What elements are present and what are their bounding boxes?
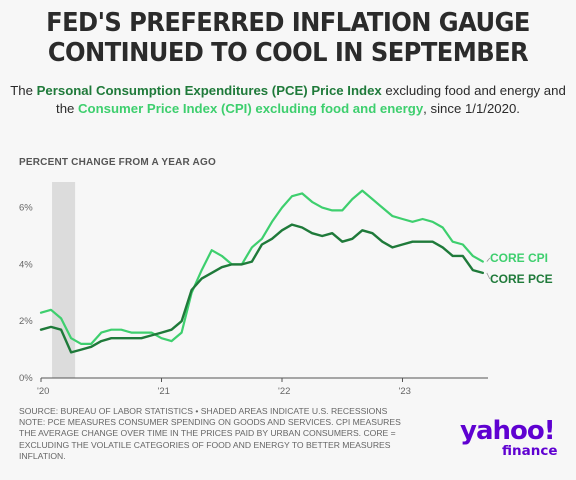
subtitle-part-1: The <box>10 83 37 98</box>
core-pce-label: CORE PCE <box>490 272 553 286</box>
x-tick-label: '22 <box>278 386 290 397</box>
core-pce-leader <box>486 272 491 280</box>
chart-title: FED'S PREFERRED INFLATION GAUGE CONTINUE… <box>20 8 556 68</box>
recession-shading <box>52 182 76 378</box>
yahoo-finance-logo: yahoo! finance <box>452 418 562 462</box>
footnote-line: NOTE: PCE MEASURES CONSUMER SPENDING ON … <box>19 417 401 428</box>
x-tick-label: '23 <box>399 386 411 397</box>
logo-brand: yahoo! <box>460 416 556 446</box>
title-line-1: FED'S PREFERRED INFLATION GAUGE <box>46 8 530 38</box>
core-cpi-leader <box>486 257 491 262</box>
y-tick-label: 6% <box>19 203 33 214</box>
subtitle-part-2: excluding food and energy and the <box>56 83 566 116</box>
y-tick-label: 2% <box>19 316 33 327</box>
footnote-line: INFLATION. <box>19 450 66 461</box>
footnote-line: THE AVERAGE CHANGE OVER TIME IN THE PRIC… <box>19 428 396 439</box>
y-tick-label: 0% <box>19 373 33 384</box>
y-tick-label: 4% <box>19 259 33 270</box>
core-cpi-label: CORE CPI <box>490 251 548 265</box>
subtitle-pce-name: Personal Consumption Expenditures (PCE) … <box>36 83 382 98</box>
footnote-line: EXCLUDING THE VOLATILE CATEGORIES OF FOO… <box>19 439 391 450</box>
x-tick-label: '21 <box>158 386 170 397</box>
subtitle-cpi-name: Consumer Price Index (CPI) excluding foo… <box>78 101 424 116</box>
x-tick-label: '20 <box>37 386 49 397</box>
subtitle-part-3: , since 1/1/2020. <box>423 101 520 116</box>
footnote-line: SOURCE: BUREAU OF LABOR STATISTICS • SHA… <box>19 406 388 416</box>
chart-subtitle: The Personal Consumption Expenditures (P… <box>8 82 568 118</box>
y-axis-title: PERCENT CHANGE FROM A YEAR AGO <box>19 157 216 168</box>
footnote: SOURCE: BUREAU OF LABOR STATISTICS • SHA… <box>19 406 401 462</box>
core-pce-line <box>39 223 484 354</box>
title-line-2: CONTINUED TO COOL IN SEPTEMBER <box>47 38 529 68</box>
core-cpi-line <box>39 189 484 345</box>
logo-product: finance <box>502 443 558 459</box>
